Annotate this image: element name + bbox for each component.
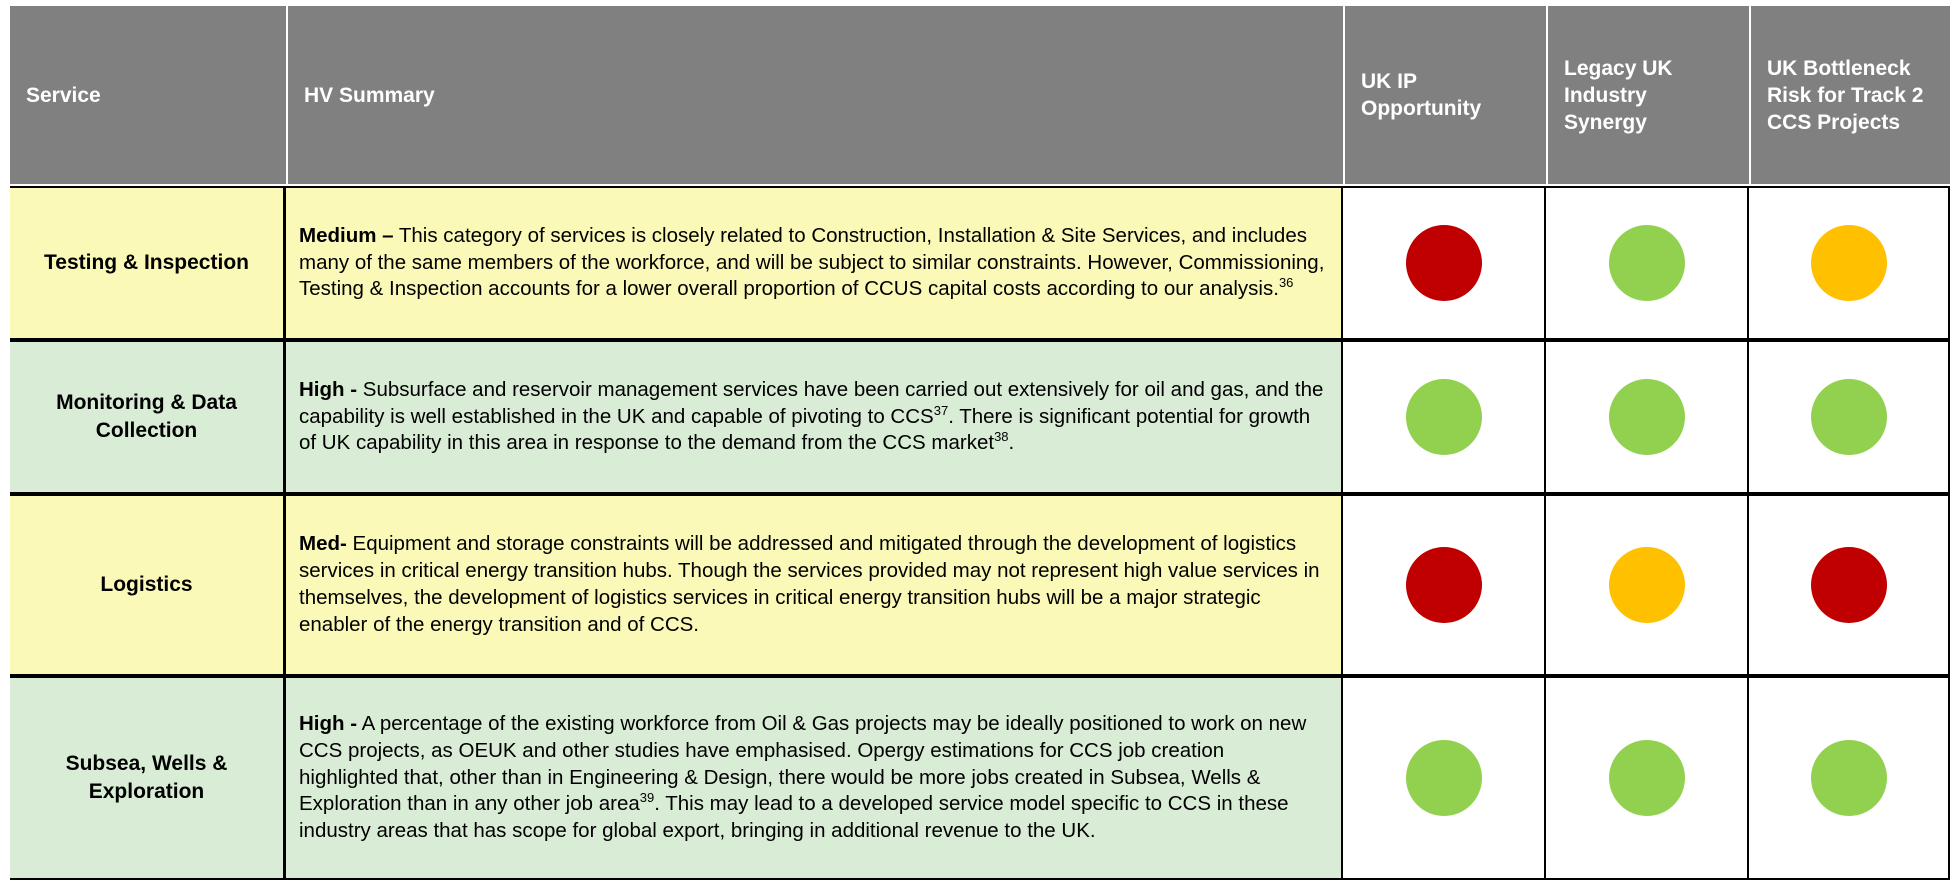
rating-cell (1749, 340, 1950, 494)
rating-dot (1405, 379, 1482, 455)
rating-dot (1810, 225, 1887, 301)
summary-text: Med- Equipment and storage constraints w… (299, 531, 1327, 638)
rating-dot (1608, 379, 1685, 455)
summary-part: Equipment and storage constraints will b… (299, 532, 1320, 636)
summary-part: . (1008, 431, 1015, 455)
summary-lead: Med- (299, 532, 347, 556)
header-text: Service (26, 83, 101, 107)
rating-dot (1405, 225, 1482, 301)
rating-cell (1343, 494, 1546, 676)
rating-dot (1810, 547, 1887, 623)
summary-part: This category of services is closely rel… (299, 223, 1325, 301)
rating-cell (1343, 676, 1546, 880)
header-cell: Service (10, 6, 286, 184)
service-cell: Monitoring & Data Collection (10, 340, 286, 494)
summary-cell: High - A percentage of the existing work… (286, 676, 1343, 880)
rating-cell (1343, 186, 1546, 340)
summary-text: High - A percentage of the existing work… (299, 711, 1327, 845)
rating-dot (1405, 740, 1482, 816)
rating-cell (1546, 340, 1749, 494)
summary-cell: High - Subsurface and reservoir manageme… (286, 340, 1343, 494)
summary-part: . This may lead to a developed service m… (299, 792, 1289, 843)
header-text: UK Bottleneck Risk for Track 2 CCS Proje… (1767, 56, 1924, 134)
summary-lead: Medium – (299, 223, 394, 247)
rating-cell (1749, 676, 1950, 880)
summary-cell: Med- Equipment and storage constraints w… (286, 494, 1343, 676)
rating-dot (1810, 379, 1887, 455)
service-name: Monitoring & Data Collection (56, 391, 237, 442)
summary-lead: High - (299, 377, 358, 401)
footnote-ref: 36 (1278, 275, 1294, 291)
rating-dot (1405, 547, 1482, 623)
rating-dot (1608, 225, 1685, 301)
service-name: Logistics (100, 573, 193, 596)
summary-part: Subsurface and reservoir management serv… (299, 377, 1324, 428)
service-cell: Testing & Inspection (10, 186, 286, 340)
rating-cell (1546, 676, 1749, 880)
header-cell: Legacy UK Industry Synergy (1548, 6, 1749, 184)
service-name: Subsea, Wells & Exploration (65, 752, 228, 803)
rating-dot (1608, 740, 1685, 816)
service-cell: Logistics (10, 494, 286, 676)
summary-lead: High - (299, 712, 358, 735)
rating-dot (1810, 740, 1887, 816)
header-cell: UK Bottleneck Risk for Track 2 CCS Proje… (1751, 6, 1950, 184)
footnote-ref: 38 (994, 429, 1009, 445)
rating-cell (1343, 340, 1546, 494)
service-cell: Subsea, Wells & Exploration (10, 676, 286, 880)
summary-text: Medium – This category of services is cl… (299, 223, 1327, 303)
header-text: HV Summary (304, 83, 435, 107)
header-text: Legacy UK Industry Synergy (1564, 56, 1673, 134)
header-cell: HV Summary (288, 6, 1343, 184)
rating-cell (1749, 494, 1950, 676)
rating-dot (1608, 547, 1685, 623)
rating-cell (1546, 494, 1749, 676)
footnote-ref: 37 (933, 402, 949, 418)
summary-text: High - Subsurface and reservoir manageme… (299, 377, 1327, 457)
summary-cell: Medium – This category of services is cl… (286, 186, 1343, 340)
rating-cell (1546, 186, 1749, 340)
rating-cell (1749, 186, 1950, 340)
summary-part: A percentage of the existing workforce f… (299, 712, 1307, 816)
header-cell: UK IP Opportunity (1345, 6, 1546, 184)
summary-part: . There is significant potential for gro… (299, 404, 1311, 455)
header-text: UK IP Opportunity (1361, 70, 1482, 120)
footnote-ref: 39 (639, 790, 655, 806)
service-name: Testing & Inspection (44, 251, 249, 274)
